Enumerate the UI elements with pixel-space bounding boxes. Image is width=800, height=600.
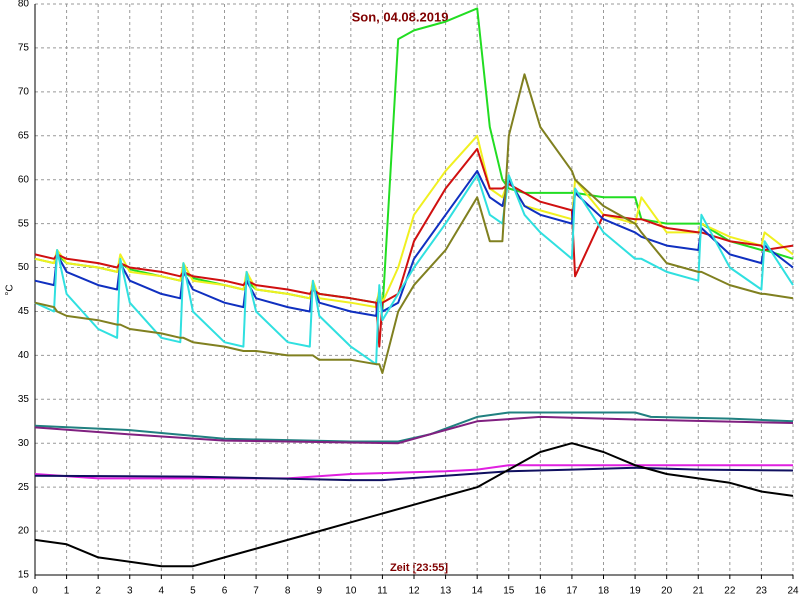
x-tick-label: 19 (630, 586, 642, 597)
x-tick-label: 22 (724, 586, 736, 597)
series-line (34, 415, 794, 445)
x-tick-label: 12 (408, 586, 420, 597)
x-tick-label: 23 (756, 586, 768, 597)
y-tick-label: 30 (18, 438, 30, 449)
series-line (34, 466, 794, 482)
y-tick-label: 20 (18, 526, 30, 537)
x-tick-label: 8 (285, 586, 291, 597)
y-tick-label: 65 (18, 130, 30, 141)
x-tick-label: 0 (32, 586, 38, 597)
y-tick-label: 80 (18, 0, 30, 10)
x-tick-label: 11 (377, 586, 388, 597)
y-tick-label: 70 (18, 86, 30, 97)
series-line (34, 411, 794, 443)
x-tick-label: 18 (598, 586, 610, 597)
y-tick-label: 40 (18, 350, 30, 361)
y-axis-label: °C (5, 284, 16, 295)
x-tick-label: 24 (787, 586, 799, 597)
series-line (34, 464, 793, 480)
series-line (34, 442, 794, 568)
x-tick-label: 9 (316, 586, 322, 597)
x-tick-label: 13 (440, 586, 452, 597)
y-tick-label: 15 (18, 570, 30, 581)
x-tick-label: 10 (345, 586, 357, 597)
x-axis-label: Zeit [23:55] (390, 562, 448, 574)
x-tick-label: 20 (661, 586, 673, 597)
series-line (34, 147, 794, 348)
x-tick-label: 21 (693, 586, 705, 597)
x-tick-label: 2 (95, 586, 101, 597)
x-tick-label: 4 (159, 586, 165, 597)
x-tick-label: 15 (503, 586, 515, 597)
y-tick-label: 60 (18, 174, 30, 185)
y-tick-label: 55 (18, 218, 30, 229)
x-tick-label: 5 (190, 586, 196, 597)
chart-title: Son, 04.08.2019 (352, 9, 449, 24)
x-tick-label: 3 (127, 586, 133, 597)
x-tick-label: 16 (535, 586, 547, 597)
x-tick-label: 7 (253, 586, 259, 597)
series-line (34, 174, 794, 366)
x-tick-label: 14 (472, 586, 484, 597)
series-line (34, 73, 794, 374)
x-tick-label: 1 (64, 586, 70, 597)
y-tick-label: 50 (18, 262, 30, 273)
x-tick-label: 17 (566, 586, 578, 597)
y-tick-label: 35 (18, 394, 30, 405)
x-tick-label: 6 (222, 586, 228, 597)
y-tick-label: 45 (18, 306, 30, 317)
y-tick-label: 75 (18, 43, 30, 54)
y-tick-label: 25 (18, 482, 30, 493)
